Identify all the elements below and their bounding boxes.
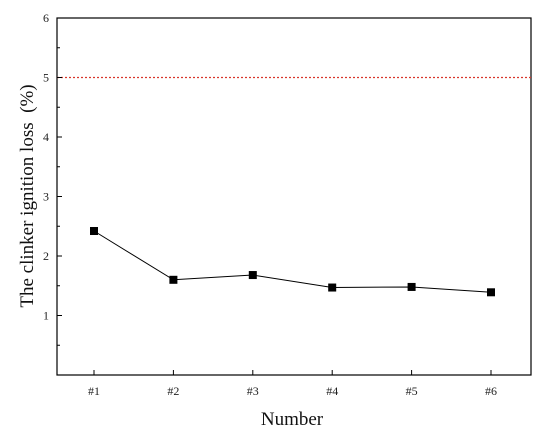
x-axis-title: Number [261, 409, 324, 430]
x-tick-label: #2 [167, 384, 179, 398]
series-layer [90, 227, 495, 297]
y-tick-label: 1 [43, 309, 49, 323]
series-line [93, 230, 492, 293]
x-tick-label: #1 [88, 384, 100, 398]
data-point [169, 275, 178, 284]
x-tick-label: #6 [485, 384, 497, 398]
plot-frame [56, 17, 532, 376]
y-tick-label: 2 [43, 249, 49, 263]
y-tick-label: 3 [43, 190, 49, 204]
data-point [487, 288, 495, 297]
y-axis-title: The clinker ignition loss (%) [17, 84, 38, 307]
data-point [407, 282, 416, 291]
y-tick-label: 4 [43, 130, 49, 144]
x-tick-label: #4 [326, 384, 338, 398]
x-axis: #1 #2 #3 #4 #5 #6 [88, 370, 497, 398]
x-tick-label: #3 [247, 384, 259, 398]
x-tick-label: #5 [406, 384, 418, 398]
y-tick-label: 5 [43, 71, 49, 85]
data-point [328, 283, 337, 292]
data-point [248, 271, 257, 280]
y-axis: 1 2 3 4 5 6 [43, 11, 62, 376]
y-tick-label: 6 [43, 11, 49, 25]
data-point [90, 227, 98, 236]
